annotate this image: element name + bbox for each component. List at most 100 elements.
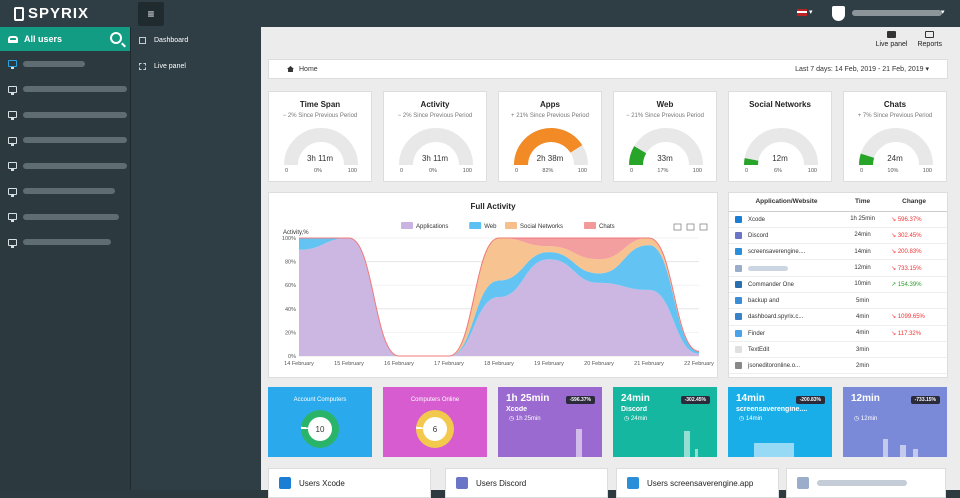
users-app-card[interactable]: Users Xcode bbox=[268, 468, 431, 498]
chart-line-toggle-icon[interactable] bbox=[673, 223, 682, 231]
user-item[interactable] bbox=[0, 128, 130, 154]
gauge-fill bbox=[514, 128, 583, 166]
gauge-track bbox=[284, 128, 358, 166]
trend-down-icon: ↘ bbox=[891, 265, 898, 272]
user-item[interactable] bbox=[0, 204, 130, 230]
summary-tile[interactable]: Computers Online 6 bbox=[383, 387, 487, 457]
users-app-card[interactable] bbox=[786, 468, 946, 498]
tile-sub: ◷ 14min bbox=[739, 416, 763, 422]
tile-sub-value: 1h 25min bbox=[515, 416, 541, 422]
breadcrumb-home[interactable]: Home bbox=[287, 66, 318, 73]
user-item[interactable] bbox=[0, 102, 130, 128]
app-logo[interactable]: SPYRIX bbox=[14, 5, 89, 22]
shield-icon[interactable] bbox=[832, 6, 845, 21]
table-row[interactable]: 12min ↘ 733.15% bbox=[729, 259, 947, 277]
summary-tile[interactable]: 24min Discord ◷ 24min -302.45% bbox=[613, 387, 717, 457]
app-icon bbox=[735, 345, 742, 353]
x-tick-label: 20 February bbox=[584, 361, 614, 367]
app-usage-table: Application/Website Time Change Xcode 1h … bbox=[728, 192, 948, 378]
users-app-card[interactable]: Users screensaverengine.app bbox=[616, 468, 779, 498]
chevron-down-icon[interactable]: ▾ bbox=[809, 9, 813, 16]
mini-bar bbox=[684, 431, 690, 457]
gauge-scale: 0 82% 100 bbox=[515, 168, 587, 174]
gauge-scale: 0 0% 100 bbox=[285, 168, 357, 174]
y-tick-label: 60% bbox=[285, 283, 296, 289]
gauge-pct: 6% bbox=[773, 168, 782, 174]
table-row[interactable]: Finder 4min ↘ 117.32% bbox=[729, 325, 947, 342]
search-icon[interactable] bbox=[110, 32, 122, 44]
user-item[interactable] bbox=[0, 77, 130, 103]
legend-label: Web bbox=[484, 224, 497, 230]
chart-bar-toggle-icon[interactable] bbox=[686, 223, 695, 231]
table-row[interactable]: Commander One 10min ↗ 154.39% bbox=[729, 276, 947, 293]
col-app[interactable]: Application/Website bbox=[729, 193, 844, 212]
user-item[interactable] bbox=[0, 230, 130, 256]
monitor-icon bbox=[8, 238, 17, 248]
summary-tile[interactable]: 12min ◷ 12min -733.15% bbox=[843, 387, 947, 457]
all-users-item[interactable]: All users bbox=[0, 27, 130, 51]
users-app-label: Users Xcode bbox=[299, 478, 345, 488]
user-item[interactable] bbox=[0, 179, 130, 205]
breadcrumb: Home Last 7 days: 14 Feb, 2019 - 21 Feb,… bbox=[268, 59, 948, 79]
change-value: 200.83% bbox=[897, 249, 922, 256]
table-row[interactable]: screensaverengine.... 14min ↘ 200.83% bbox=[729, 243, 947, 261]
user-item[interactable] bbox=[0, 153, 130, 179]
app-name: backup and bbox=[748, 298, 780, 305]
table-row[interactable]: backup and 5min bbox=[729, 292, 947, 310]
trend-down-icon: ↘ bbox=[891, 249, 898, 256]
change-cell: ↗ 154.39% bbox=[881, 276, 947, 293]
table-row[interactable]: jsoneditoronline.o... 2min bbox=[729, 357, 947, 375]
summary-tile[interactable]: Account Computers 10 bbox=[268, 387, 372, 457]
stat-card[interactable]: Time Span − 2% Since Previous Period 3h 11… bbox=[268, 91, 372, 182]
app-icon bbox=[279, 477, 291, 489]
mini-bar bbox=[912, 449, 918, 457]
stat-title: Apps bbox=[540, 100, 560, 109]
stat-card[interactable]: Web − 21% Since Previous Period 33m 0 17% 100 bbox=[613, 91, 717, 182]
stat-card[interactable]: Chats + 7% Since Previous Period 24m 0 10% 10… bbox=[843, 91, 947, 182]
table-row[interactable]: TextEdit 3min bbox=[729, 341, 947, 359]
hamburger-menu-button[interactable]: ≡ bbox=[138, 2, 164, 26]
logo-icon bbox=[14, 6, 24, 21]
users-app-card[interactable]: Users Discord bbox=[445, 468, 608, 498]
y-tick-label: 40% bbox=[285, 307, 296, 313]
change-value: 302.45% bbox=[897, 232, 922, 239]
nav-live-panel[interactable]: Live panel bbox=[131, 53, 261, 79]
gauge bbox=[743, 128, 818, 166]
stat-card[interactable]: Activity − 2% Since Previous Period 3h 11m… bbox=[383, 91, 487, 182]
x-tick-label: 15 February bbox=[334, 361, 364, 367]
app-cell: Commander One bbox=[729, 276, 844, 293]
download-icon[interactable] bbox=[699, 223, 708, 231]
tile-app-name: Discord bbox=[621, 406, 648, 413]
monitor-icon bbox=[8, 60, 17, 70]
time-cell: 10min bbox=[843, 276, 882, 293]
stat-card[interactable]: Apps + 21% Since Previous Period 2h 38m 0 82… bbox=[498, 91, 602, 182]
trend-down-icon: ↘ bbox=[891, 314, 898, 321]
stat-card[interactable]: Social Networks 12m 0 6% 100 bbox=[728, 91, 832, 182]
user-item[interactable] bbox=[0, 51, 130, 77]
table-row[interactable]: dashboard.spyrix.c... 4min ↘ 1099.65% bbox=[729, 308, 947, 326]
us-flag-icon[interactable] bbox=[797, 9, 807, 16]
legend-label: Chats bbox=[599, 224, 615, 230]
col-change[interactable]: Change bbox=[881, 193, 947, 212]
user-name-blurred bbox=[23, 213, 119, 220]
change-cell bbox=[881, 357, 947, 375]
table-row[interactable]: Xcode 1h 25min ↘ 596.37% bbox=[729, 211, 947, 228]
time-cell: 1h 25min bbox=[843, 211, 882, 228]
col-time[interactable]: Time bbox=[843, 193, 882, 212]
summary-tile[interactable]: 14min screensaverengine.... ◷ 14min -200.83… bbox=[728, 387, 832, 457]
nav-dashboard[interactable]: Dashboard bbox=[131, 27, 261, 53]
total-line bbox=[299, 237, 700, 357]
account-name-blurred[interactable] bbox=[852, 10, 942, 16]
time-cell: 4min bbox=[843, 325, 882, 342]
legend-swatch bbox=[584, 222, 596, 229]
summary-tile[interactable]: 1h 25min Xcode ◷ 1h 25min -596.37% bbox=[498, 387, 602, 457]
x-tick-label: 14 February bbox=[284, 361, 314, 367]
account-chevron-down-icon[interactable]: ▾ bbox=[941, 9, 945, 16]
live-panel-button[interactable]: Live panel bbox=[876, 31, 907, 48]
legend-label: Applications bbox=[416, 224, 448, 230]
reports-button[interactable]: Reports bbox=[917, 31, 942, 48]
date-range-selector[interactable]: Last 7 days: 14 Feb, 2019 - 21 Feb, 2019… bbox=[795, 66, 929, 73]
trend-down-icon: ↘ bbox=[891, 330, 898, 337]
table-row[interactable]: Discord 24min ↘ 302.45% bbox=[729, 227, 947, 245]
gauge-fill bbox=[859, 153, 875, 166]
